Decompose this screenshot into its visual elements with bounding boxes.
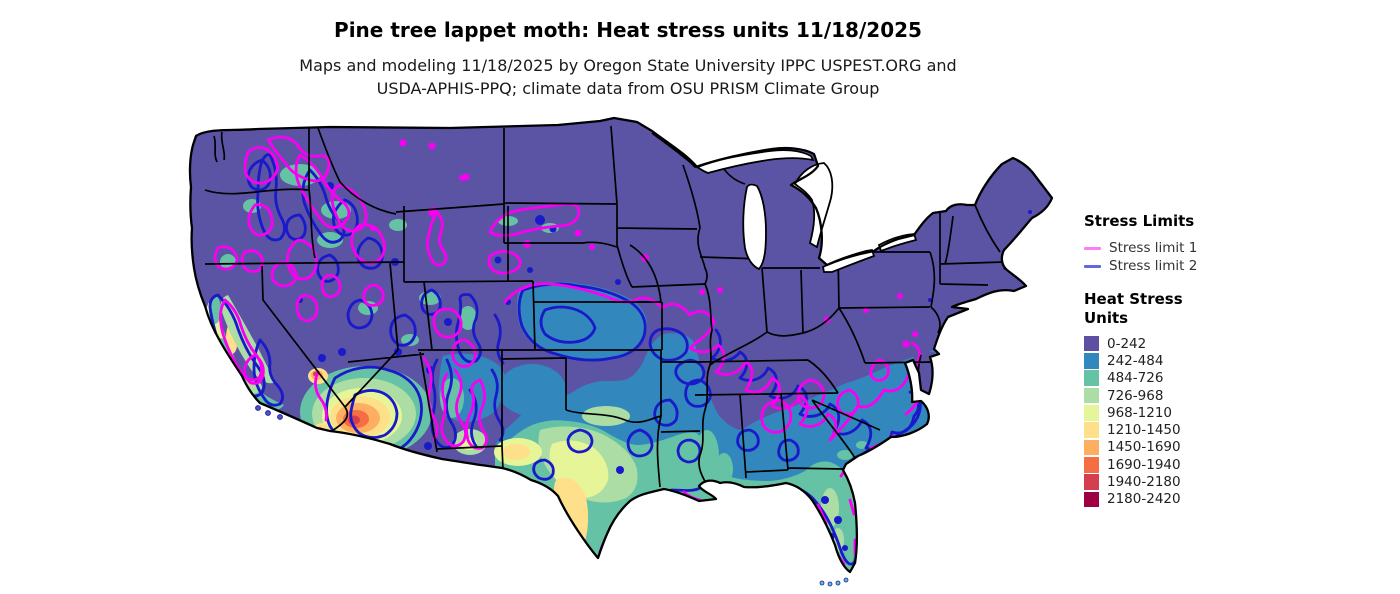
heat-swatch-5 — [1084, 422, 1099, 438]
heat-swatch-0 — [1084, 335, 1099, 352]
legend-item-heat-8: 1940-2180 — [1084, 473, 1394, 490]
legend-item-heat-5: 1210-1450 — [1084, 421, 1394, 438]
legend-item-heat-9: 2180-2420 — [1084, 491, 1394, 508]
heat-swatch-2 — [1084, 370, 1099, 387]
us-outline — [188, 116, 1054, 574]
subtitle: Maps and modeling 11/18/2025 by Oregon S… — [0, 54, 1256, 100]
heat-raster-layer — [189, 118, 1053, 572]
heat-label-3: 726-968 — [1107, 387, 1164, 404]
state-borders — [204, 125, 1005, 491]
heat-heading-line-2: Units — [1084, 309, 1129, 327]
heat-stress-units-heading: Heat Stress Units — [1084, 290, 1394, 328]
legend-item-heat-3: 726-968 — [1084, 387, 1394, 404]
legend: Stress Limits Stress limit 1 Stress limi… — [1084, 212, 1394, 508]
heat-swatch-3 — [1084, 387, 1099, 404]
stress-limits-heading: Stress Limits — [1084, 212, 1195, 230]
page-title: Pine tree lappet moth: Heat stress units… — [334, 18, 922, 42]
subtitle-line-1: Maps and modeling 11/18/2025 by Oregon S… — [299, 56, 957, 75]
heat-swatch-6 — [1084, 439, 1099, 456]
legend-item-heat-6: 1450-1690 — [1084, 439, 1394, 456]
heat-swatch-9 — [1084, 491, 1099, 508]
heat-stress-rows: 0-242 242-484 484-726 726-968 968-1210 1… — [1084, 335, 1394, 508]
offshore-islands — [255, 405, 849, 587]
heat-label-9: 2180-2420 — [1107, 491, 1181, 508]
heat-swatch-1 — [1084, 353, 1099, 369]
legend-item-stress-limit-1: Stress limit 1 — [1084, 239, 1394, 257]
heat-swatch-8 — [1084, 474, 1099, 490]
legend-item-heat-0: 0-242 — [1084, 335, 1394, 352]
heat-label-0: 0-242 — [1107, 335, 1147, 352]
heat-label-8: 1940-2180 — [1107, 474, 1181, 491]
subtitle-line-2: USDA-APHIS-PPQ; climate data from OSU PR… — [376, 79, 880, 98]
heat-label-4: 968-1210 — [1107, 404, 1172, 421]
legend-item-heat-2: 484-726 — [1084, 370, 1394, 387]
stress-limit-2-label: Stress limit 2 — [1109, 258, 1198, 274]
heat-swatch-7 — [1084, 456, 1099, 473]
heat-label-6: 1450-1690 — [1107, 439, 1181, 456]
heat-swatch-4 — [1084, 405, 1099, 421]
stress-limit-1-label: Stress limit 1 — [1109, 240, 1198, 256]
heat-label-7: 1690-1940 — [1107, 456, 1181, 473]
stress-limit-2-line-swatch — [1084, 264, 1101, 268]
stress-limit-1-contours — [213, 135, 922, 566]
stress-limit-rows: Stress limit 1 Stress limit 2 — [1084, 239, 1394, 275]
heat-label-1: 242-484 — [1107, 352, 1164, 369]
legend-item-heat-4: 968-1210 — [1084, 404, 1394, 421]
heat-label-2: 484-726 — [1107, 370, 1164, 387]
legend-item-heat-1: 242-484 — [1084, 352, 1394, 369]
legend-item-heat-7: 1690-1940 — [1084, 456, 1394, 473]
heat-label-5: 1210-1450 — [1107, 422, 1181, 439]
legend-item-stress-limit-2: Stress limit 2 — [1084, 257, 1394, 275]
heat-heading-line-1: Heat Stress — [1084, 290, 1183, 308]
stress-limit-1-line-swatch — [1084, 246, 1101, 250]
